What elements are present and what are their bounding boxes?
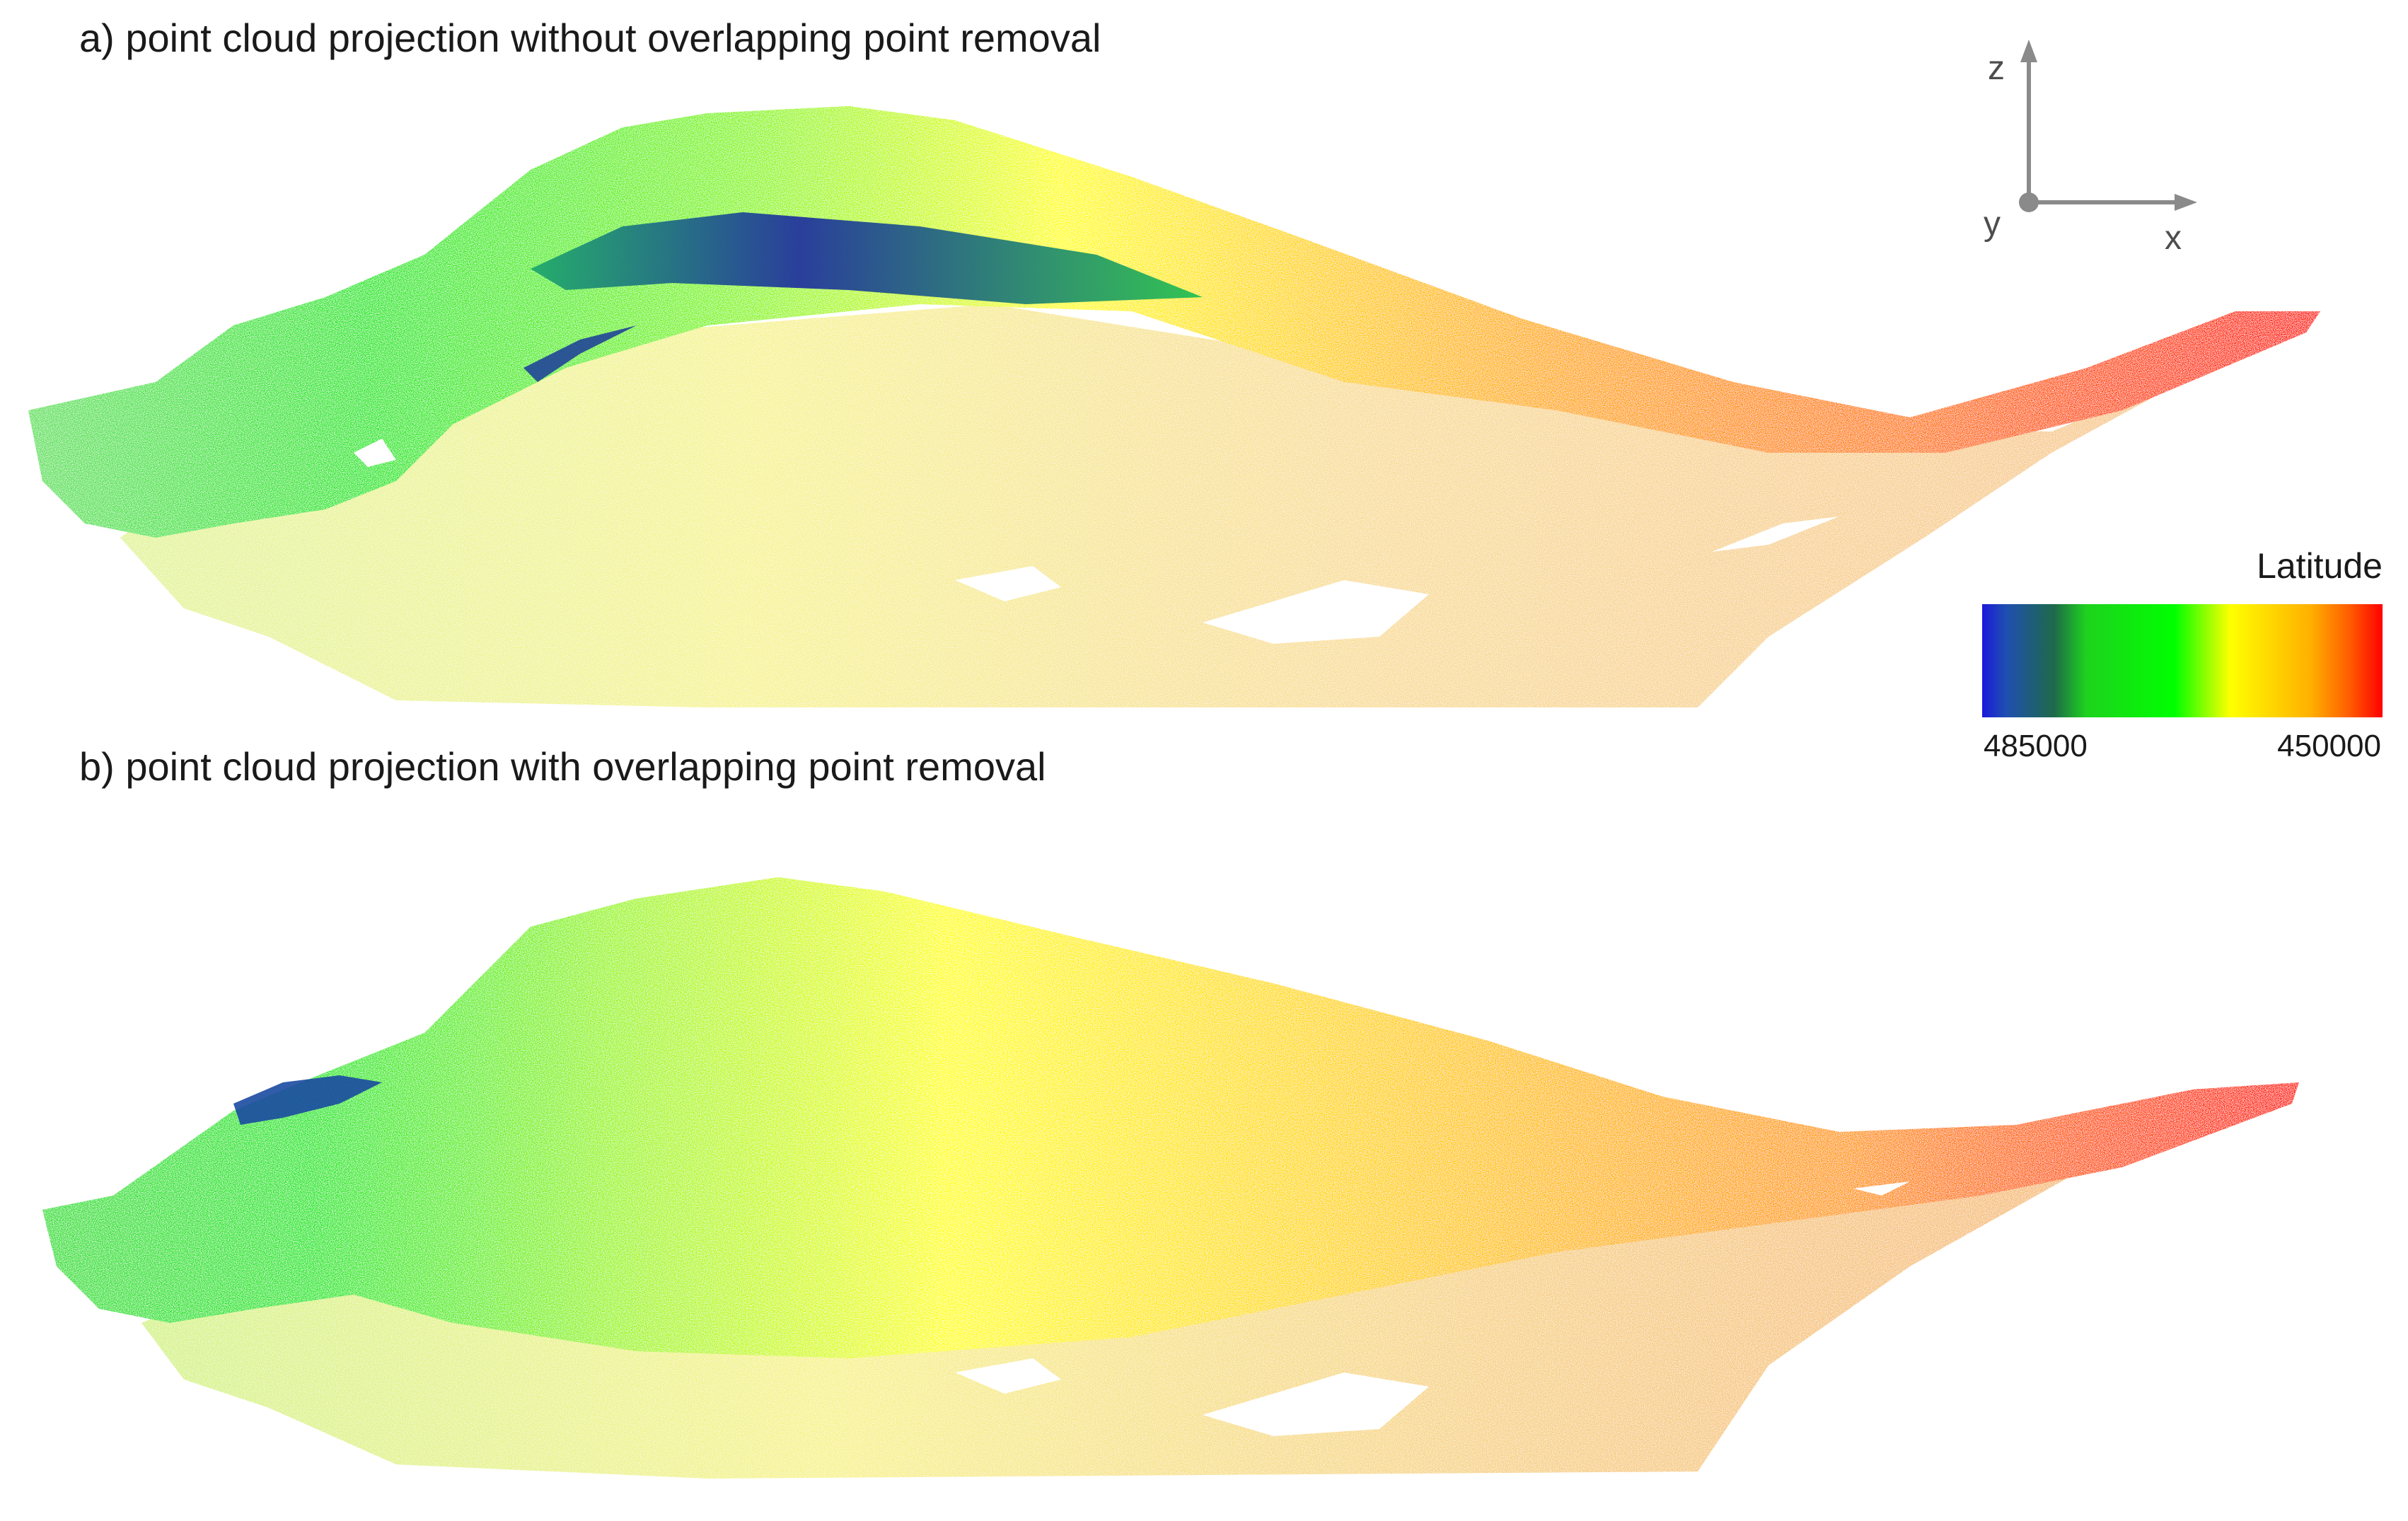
x-axis-label: x	[2165, 219, 2182, 257]
point-cloud-b	[42, 877, 2299, 1479]
legend-min-label: 485000	[1984, 729, 2088, 763]
legend-title: Latitude	[2257, 546, 2383, 586]
legend-colorbar	[1982, 604, 2383, 717]
axes-indicator: z x y	[1984, 40, 2197, 257]
y-axis-dot	[2019, 192, 2039, 212]
latitude-legend: Latitude 485000 450000	[1974, 545, 2391, 771]
z-axis-label: z	[1988, 50, 2005, 87]
legend-max-label: 450000	[2277, 729, 2381, 763]
point-cloud-a	[28, 106, 2320, 707]
panel-a-title: a) point cloud projection without overla…	[79, 16, 1101, 60]
z-axis-arrow	[2020, 40, 2037, 62]
x-axis-arrow	[2175, 194, 2197, 211]
y-axis-label: y	[1984, 205, 2001, 243]
panel-b-title: b) point cloud projection with overlappi…	[79, 744, 1046, 789]
